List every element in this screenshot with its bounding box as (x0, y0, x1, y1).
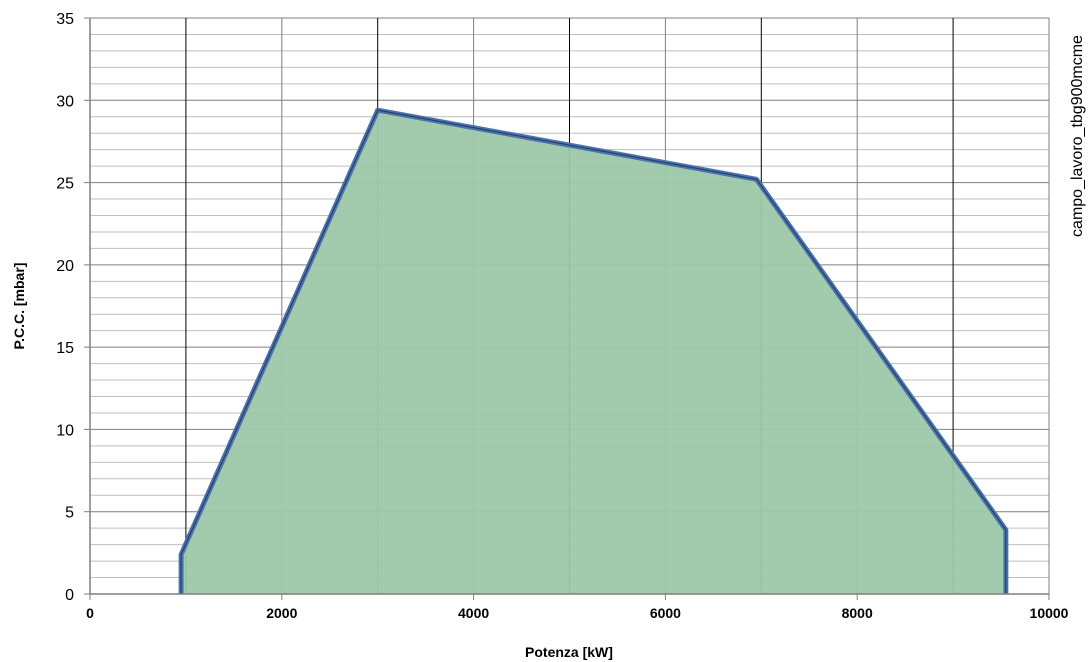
y-tick-label: 0 (65, 587, 74, 604)
y-tick-label: 15 (56, 340, 74, 357)
y-tick-label: 20 (56, 258, 74, 275)
y-tick-label: 25 (56, 176, 74, 193)
y-axis-title: P.C.C. [mbar] (11, 263, 27, 350)
y-tick-label: 35 (56, 11, 74, 28)
area-layer (178, 107, 1009, 594)
x-tick-label: 0 (86, 605, 94, 621)
x-tick-label: 10000 (1030, 605, 1069, 621)
y-tick-label: 10 (56, 422, 74, 439)
y-tick-label: 30 (56, 93, 74, 110)
operating-area-fill (181, 110, 1006, 594)
y-tick-labels: 0 5 10 15 20 25 30 35 (56, 11, 74, 604)
axes (84, 17, 1050, 600)
x-tick-label: 4000 (458, 605, 489, 621)
x-axis-title: Potenza [kW] (525, 644, 613, 660)
x-tick-labels: 0 2000 4000 6000 8000 10000 (86, 605, 1069, 621)
x-tick-label: 6000 (650, 605, 681, 621)
operating-area-outline-inner (180, 109, 1007, 594)
x-tick-label: 2000 (266, 605, 297, 621)
x-tick-label: 8000 (842, 605, 873, 621)
chart-file-label: campo_lavoro_tbg900mcme (1069, 35, 1086, 237)
y-tick-label: 5 (65, 505, 74, 522)
